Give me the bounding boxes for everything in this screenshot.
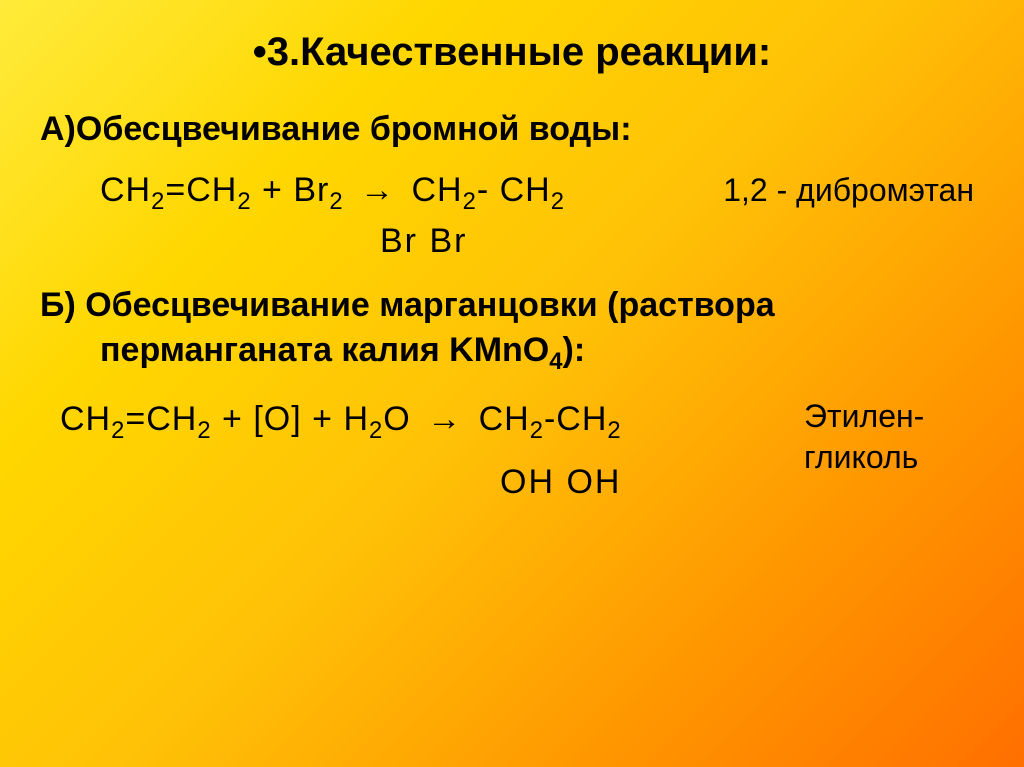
section-a-product-label: 1,2 - дибромэтан xyxy=(654,172,984,209)
kmno4-text: перманганата калия KMnO xyxy=(100,331,549,369)
section-b-formula-row: СН2=СН2 + [O] + H2O → СН2-СН2 OH OH Этил… xyxy=(40,396,984,507)
ch2-prod-2: СН2 xyxy=(500,171,565,209)
b-label-line2: гликоль xyxy=(804,437,984,479)
b-plus-2: + xyxy=(312,400,343,438)
b-h2o: H2O xyxy=(343,400,421,438)
plus-1: + xyxy=(252,171,294,209)
arrow-2: → xyxy=(421,400,478,438)
ch2-1: СН2 xyxy=(100,171,165,209)
dash-1: - xyxy=(477,171,500,209)
b-ch2-prod-2: СН2 xyxy=(556,400,621,438)
section-b-reaction: СН2=СН2 + [O] + H2O → СН2-СН2 xyxy=(60,396,804,447)
bullet: • xyxy=(253,30,267,74)
slide-title: •3.Качественные реакции: xyxy=(40,30,984,75)
ch2-prod-1: СН2 xyxy=(411,171,476,209)
br2: Br2 xyxy=(293,171,343,209)
section-b-formula-main: СН2=СН2 + [O] + H2O → СН2-СН2 OH OH xyxy=(40,396,804,507)
kmno4-sub: 4 xyxy=(549,348,562,375)
section-a-reaction: СН2=СН2 + Br2 → СН2- СН2 xyxy=(100,167,654,218)
kmno4-close: ): xyxy=(563,331,586,369)
section-b-product-label: Этилен- гликоль xyxy=(804,396,984,479)
section-b-heading-line2: перманганата калия KMnO4): xyxy=(100,331,984,376)
arrow-1: → xyxy=(344,171,412,209)
b-oxygen: [O] xyxy=(243,400,312,438)
b-ch2-2: СН2 xyxy=(146,400,211,438)
section-a-formula: СН2=СН2 + Br2 → СН2- СН2 xyxy=(40,167,654,218)
section-a-heading: А)Обесцвечивание бромной воды: xyxy=(40,110,984,149)
b-plus-1: + xyxy=(212,400,243,438)
section-a-formula-row: СН2=СН2 + Br2 → СН2- СН2 1,2 - дибромэта… xyxy=(40,167,984,218)
b-label-line1: Этилен- xyxy=(804,396,984,438)
section-b-oh-line: OH OH xyxy=(500,459,804,507)
section-b-heading-line1: Б) Обесцвечивание марганцовки (раствора xyxy=(40,286,984,325)
title-text: 3.Качественные реакции: xyxy=(267,30,771,74)
ch2-2: СН2 xyxy=(186,171,251,209)
section-a-br-line: Br Br xyxy=(380,218,984,266)
equals-1: = xyxy=(165,171,186,209)
b-dash: - xyxy=(544,400,556,438)
b-ch2-1: СН2 xyxy=(60,400,125,438)
b-ch2-prod-1: СН2 xyxy=(479,400,544,438)
b-equals: = xyxy=(125,400,146,438)
